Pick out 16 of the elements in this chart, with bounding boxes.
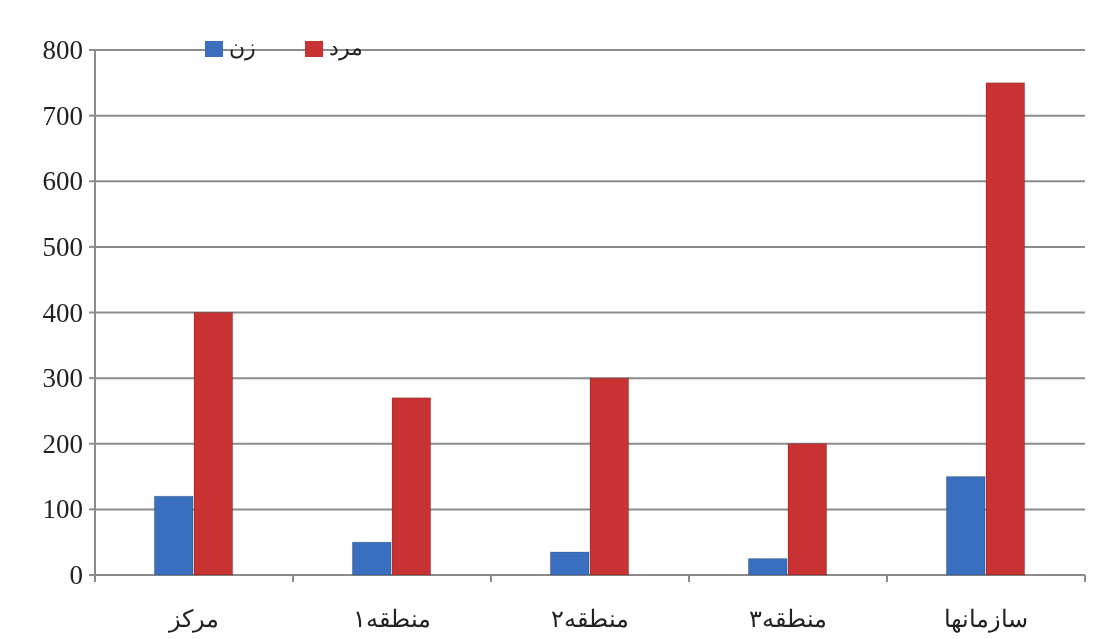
x-tick-label: مرکز [168, 606, 219, 633]
y-tick-label: 800 [42, 35, 83, 65]
y-tick-label: 600 [42, 166, 83, 197]
y-tick-label: 400 [42, 297, 83, 328]
x-tick-label: منطقه۲ [551, 606, 629, 632]
y-tick-label: 0 [69, 560, 83, 590]
x-tick-label: سازمانها [944, 606, 1028, 633]
legend-label: مرد [329, 35, 363, 61]
x-tick-label: منطقه۳ [749, 606, 827, 632]
legend-label: زن [229, 35, 256, 61]
y-tick-label: 300 [42, 363, 83, 394]
y-tick-label: 200 [42, 428, 83, 459]
x-tick-label: منطقه۱ [353, 606, 431, 632]
y-tick-label: 500 [42, 231, 83, 262]
y-tick-label: 700 [42, 100, 83, 131]
y-tick-label: 100 [42, 494, 83, 525]
